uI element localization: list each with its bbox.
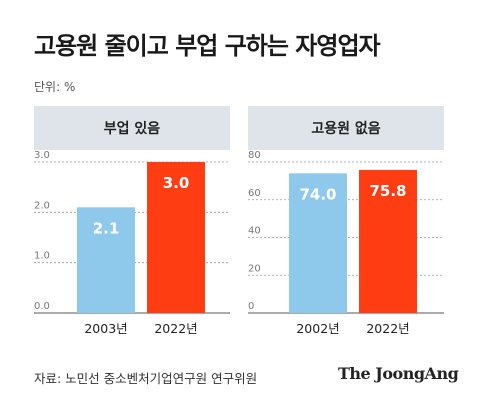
side-job-value-label: 2.1 (93, 219, 120, 237)
side-job-ytick-label: 0.0 (34, 301, 50, 312)
no-employees-bar (359, 169, 417, 313)
no-employees-category-label: 2022년 (366, 321, 409, 336)
side-job-bar (77, 207, 135, 313)
side-job-value-label: 3.0 (163, 174, 190, 192)
side-job-bar (147, 162, 205, 313)
no-employees-ytick-label: 80 (248, 150, 261, 161)
no-employees-ytick-label: 40 (248, 226, 261, 237)
source-note: 자료: 노민선 중소벤처기업연구원 연구위원 (34, 371, 258, 386)
no-employees-value-label: 74.0 (299, 185, 336, 203)
side-job-ytick-label: 3.0 (34, 150, 50, 161)
side-job-ytick-label: 2.0 (34, 200, 50, 211)
no-employees-bar (289, 173, 347, 313)
panel-title-side-job: 부업 있음 (34, 106, 230, 150)
no-employees-ytick-label: 60 (248, 188, 261, 199)
side-job-ytick-label: 1.0 (34, 251, 50, 262)
panel-title-no-employees: 고용원 없음 (248, 106, 444, 150)
side-job-category-label: 2022년 (154, 321, 197, 336)
unit-label: 단위: % (34, 80, 76, 94)
no-employees-ytick-label: 0 (248, 301, 254, 312)
side-job-category-label: 2003년 (84, 321, 127, 336)
no-employees-ytick-label: 20 (248, 263, 261, 274)
publisher-logo: The JoongAng (338, 364, 459, 383)
no-employees-category-label: 2002년 (296, 321, 339, 336)
no-employees-value-label: 75.8 (369, 182, 406, 200)
chart-title: 고용원 줄이고 부업 구하는 자영업자 (34, 32, 381, 60)
